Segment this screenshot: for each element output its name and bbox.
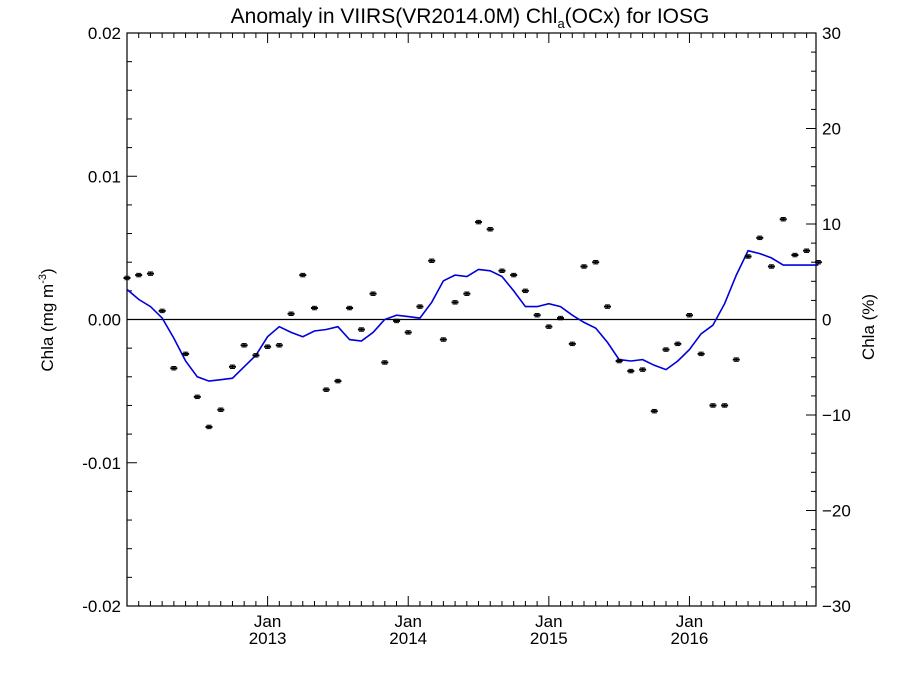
data-point <box>568 341 576 347</box>
data-point <box>685 312 693 318</box>
data-point <box>791 252 799 258</box>
x-tick-year-label: 2013 <box>249 629 287 648</box>
left-tick-label: -0.02 <box>82 597 121 616</box>
x-tick-year-label: 2014 <box>389 629 427 648</box>
left-tick-label: 0.01 <box>88 167 121 186</box>
data-point <box>322 387 330 392</box>
data-point <box>767 264 775 269</box>
data-point <box>217 407 225 412</box>
data-point <box>346 305 354 311</box>
data-point <box>381 360 389 365</box>
data-point <box>334 378 342 384</box>
right-tick-label: −30 <box>822 597 851 616</box>
right-tick-label: 30 <box>822 24 841 43</box>
data-point <box>404 330 412 335</box>
data-point <box>732 357 740 362</box>
data-point <box>639 367 647 372</box>
right-tick-label: 0 <box>822 311 831 330</box>
left-tick-label: 0.00 <box>88 311 121 330</box>
left-tick-label: -0.01 <box>82 454 121 473</box>
right-tick-label: −10 <box>822 406 851 425</box>
x-tick-month-label: Jan <box>395 612 422 631</box>
data-point <box>486 227 494 232</box>
data-point <box>123 275 131 281</box>
x-tick-year-label: 2015 <box>530 629 568 648</box>
right-tick-label: 10 <box>822 215 841 234</box>
data-point <box>451 300 459 305</box>
data-point <box>721 403 729 408</box>
x-tick-month-label: Jan <box>676 612 703 631</box>
data-point <box>135 272 143 278</box>
data-point <box>146 271 154 276</box>
data-point <box>428 258 436 263</box>
data-point <box>158 308 166 314</box>
plot-area: 0.02 0.01 0.00 -0.01 -0.02 30 20 10 0 −10 −20 −30 Ja… <box>82 24 851 648</box>
data-point <box>697 351 705 357</box>
data-point <box>521 288 529 294</box>
data-point <box>545 324 553 329</box>
data-point <box>439 337 447 342</box>
data-point <box>240 343 248 348</box>
x-tick-month-label: Jan <box>535 612 562 631</box>
data-point <box>803 248 811 253</box>
data-point <box>709 403 717 408</box>
data-point <box>615 358 623 364</box>
data-point <box>662 347 670 352</box>
data-point <box>580 264 588 269</box>
data-point <box>228 364 236 369</box>
data-point <box>650 408 658 414</box>
data-point <box>510 272 518 278</box>
data-point <box>369 291 377 296</box>
running-mean-line <box>126 249 819 382</box>
data-point <box>756 235 764 241</box>
data-point <box>193 394 201 400</box>
right-tick-label: −20 <box>822 502 851 521</box>
data-point <box>475 219 483 225</box>
data-point <box>463 291 471 296</box>
data-point <box>252 353 260 358</box>
data-point <box>498 268 506 274</box>
data-point <box>779 217 787 222</box>
data-point <box>182 351 190 357</box>
data-point <box>744 254 752 259</box>
data-point <box>533 312 541 318</box>
data-point <box>264 344 272 349</box>
data-point <box>674 341 682 347</box>
data-point <box>275 343 283 348</box>
data-point <box>205 424 213 430</box>
data-point <box>357 327 365 332</box>
data-point <box>557 315 565 321</box>
data-point <box>393 318 401 324</box>
right-tick-label: 20 <box>822 120 841 139</box>
x-tick-month-label: Jan <box>254 612 281 631</box>
chart-title: Anomaly in VIIRS(VR2014.0M) Chla(OCx) fo… <box>231 5 710 31</box>
left-tick-label: 0.02 <box>88 24 121 43</box>
data-point <box>299 272 307 278</box>
data-point <box>170 365 178 371</box>
data-point <box>814 259 822 265</box>
data-point <box>627 368 635 374</box>
data-point <box>310 305 318 311</box>
data-point <box>287 311 295 316</box>
data-point <box>603 304 611 309</box>
left-axis-title: Chla (mg m-3) <box>37 268 57 371</box>
x-tick-year-label: 2016 <box>671 629 709 648</box>
data-point <box>592 259 600 265</box>
data-point <box>416 304 424 309</box>
right-axis-title: Chla (%) <box>859 294 878 360</box>
